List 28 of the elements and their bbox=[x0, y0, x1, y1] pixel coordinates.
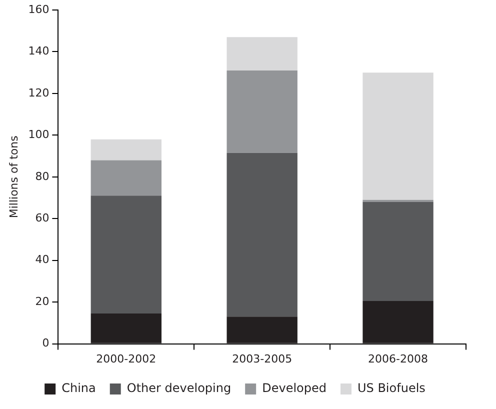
y-tick-label: 140 bbox=[28, 44, 50, 58]
legend-label: Other developing bbox=[126, 381, 232, 396]
x-tick-label: 2003-2005 bbox=[232, 352, 292, 366]
bar bbox=[90, 139, 162, 160]
bar bbox=[226, 316, 298, 344]
x-tick-label: 2000-2002 bbox=[96, 352, 156, 366]
y-axis-title: Millions of tons bbox=[7, 135, 20, 218]
bar bbox=[362, 72, 434, 200]
bar bbox=[90, 196, 162, 314]
y-tick-label: 100 bbox=[28, 128, 50, 142]
y-tick-label: 40 bbox=[35, 253, 50, 266]
legend-label: China bbox=[62, 381, 96, 396]
legend-label: US Biofuels bbox=[357, 381, 426, 396]
bar bbox=[362, 202, 434, 302]
bar bbox=[226, 152, 298, 317]
bar bbox=[90, 314, 162, 344]
y-tick-label: 120 bbox=[28, 86, 50, 100]
bar bbox=[226, 37, 298, 70]
bar bbox=[226, 70, 298, 153]
x-tick-label: 2006-2008 bbox=[368, 352, 428, 366]
y-tick-label: 20 bbox=[35, 294, 50, 308]
legend-label: Developed bbox=[262, 381, 326, 396]
bar bbox=[90, 160, 162, 196]
y-tick-label: 0 bbox=[42, 336, 50, 350]
y-tick-label: 60 bbox=[35, 211, 50, 224]
y-tick-label: 80 bbox=[35, 170, 50, 183]
bar bbox=[362, 301, 434, 344]
y-tick-label: 160 bbox=[28, 2, 50, 16]
